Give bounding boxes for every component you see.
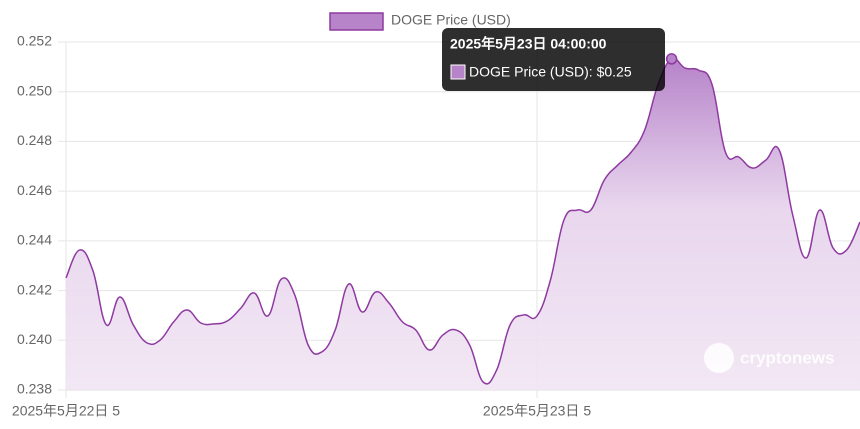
- x-tick-label: 2025年5月22日 5: [12, 403, 120, 419]
- y-tick-label: 0.252: [17, 33, 52, 49]
- y-tick-label: 0.246: [17, 182, 52, 198]
- watermark: cryptonews: [704, 343, 834, 373]
- watermark-text: cryptonews: [740, 348, 834, 367]
- tooltip-title: 2025年5月23日 04:00:00: [450, 36, 607, 52]
- y-tick-label: 0.244: [17, 232, 52, 248]
- watermark-logo: [704, 343, 734, 373]
- y-tick-label: 0.250: [17, 82, 52, 98]
- line: [65, 57, 860, 385]
- x-tick-label: 2025年5月23日 5: [483, 403, 591, 419]
- legend-label[interactable]: DOGE Price (USD): [391, 12, 511, 28]
- hover-point: [665, 53, 678, 65]
- tooltip-box: [442, 28, 665, 91]
- y-tick-label: 0.238: [17, 381, 52, 397]
- legend-swatch[interactable]: [329, 12, 384, 31]
- tooltip-swatch: [450, 64, 466, 80]
- plot: [65, 53, 860, 391]
- area: [66, 58, 860, 391]
- y-tick-label: 0.240: [17, 331, 52, 347]
- tooltip-label: DOGE Price (USD): $0.25: [469, 64, 632, 80]
- y-tick-label: 0.248: [17, 132, 52, 148]
- tooltip: 2025年5月23日 04:00:00 DOGE Price (USD): $0…: [442, 28, 665, 91]
- y-tick-label: 0.242: [17, 281, 52, 297]
- legend[interactable]: DOGE Price (USD): [329, 12, 511, 31]
